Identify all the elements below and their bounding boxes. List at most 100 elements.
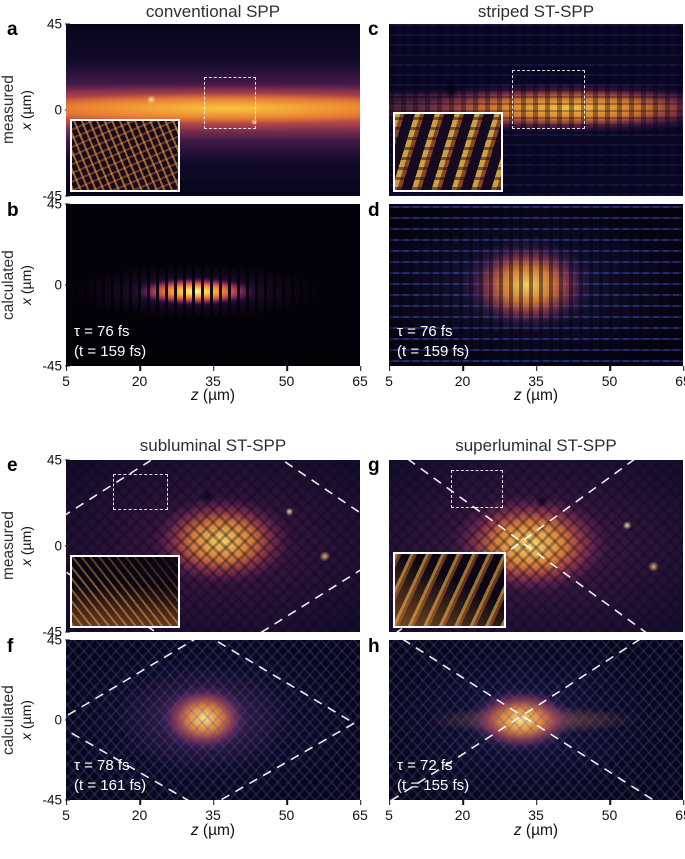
x-tick-50: 50 — [601, 366, 618, 389]
roi-dashed-box — [512, 70, 586, 130]
y-tick-minus-45: -45 — [42, 792, 70, 808]
x-tick-65: 65 — [675, 366, 685, 389]
x-tick-20: 20 — [131, 366, 148, 389]
pulse-duration-annotation: τ = 76 fs (t = 159 fs) — [397, 322, 469, 361]
y-axis-label: x (µm) — [18, 640, 34, 800]
y-axis-var: x — [18, 122, 34, 130]
y-axis-label: x (µm) — [18, 24, 34, 196]
y-tick-0: 0 — [54, 712, 70, 728]
y-tick-45: 45 — [46, 632, 71, 648]
column-title-superluminal-st-spp: superluminal ST-SPP — [455, 436, 617, 455]
panel-a-measured-conventional-spp — [66, 24, 360, 196]
panel-d-calculated-striped-st-spp: τ = 76 fs (t = 159 fs) — [389, 204, 683, 366]
y-axis-ticks: 45 0 -45 — [38, 197, 71, 374]
tau-value: τ = 72 fs — [397, 757, 453, 774]
x-axis-var: z — [513, 822, 522, 839]
time-value: (t = 155 fs) — [397, 776, 470, 794]
panel-c-measured-striped-st-spp — [389, 24, 683, 196]
zoom-inset — [70, 119, 180, 192]
panel-letter-f: f — [7, 636, 14, 657]
y-axis-unit: (µm) — [18, 265, 34, 298]
panel-g-measured-superluminal-st-spp — [389, 460, 683, 632]
x-tick-50: 50 — [278, 366, 295, 389]
panel-f-calculated-subluminal-st-spp: τ = 78 fs (t = 161 fs) — [66, 640, 360, 800]
y-tick-45: 45 — [46, 196, 71, 212]
panel-e-measured-subluminal-st-spp — [66, 460, 360, 632]
y-axis-unit: (µm) — [18, 700, 34, 733]
y-axis-label: x (µm) — [18, 204, 34, 366]
x-axis-label: z (µm) — [389, 822, 683, 840]
x-axis-unit: (µm) — [521, 387, 559, 404]
zoom-inset — [393, 551, 506, 628]
y-tick-45: 45 — [46, 16, 71, 32]
y-axis-var: x — [18, 558, 34, 566]
y-axis-var: x — [18, 732, 34, 740]
roi-dashed-box — [204, 77, 257, 130]
y-axis-unit: (µm) — [18, 526, 34, 559]
x-tick-35: 35 — [205, 366, 221, 389]
y-axis-ticks: 45 0 -45 — [38, 453, 71, 640]
x-axis-var: z — [190, 387, 199, 404]
x-tick-35: 35 — [528, 366, 544, 389]
y-tick-0: 0 — [54, 538, 70, 554]
y-axis-ticks: 45 0 -45 — [38, 633, 71, 808]
roi-dashed-box — [113, 473, 168, 511]
x-tick-20: 20 — [131, 800, 148, 823]
panel-letter-e: e — [7, 455, 18, 476]
x-tick-20: 20 — [454, 366, 471, 389]
y-tick-minus-45: -45 — [42, 358, 70, 374]
column-title-striped-st-spp: striped ST-SPP — [477, 2, 595, 21]
time-value: (t = 161 fs) — [74, 776, 147, 794]
y-tick-45: 45 — [46, 452, 71, 468]
x-tick-5: 5 — [62, 366, 70, 389]
panel-h-calculated-superluminal-st-spp: τ = 72 fs (t = 155 fs) — [389, 640, 683, 800]
panel-letter-c: c — [368, 19, 379, 40]
zoom-inset — [70, 555, 180, 628]
x-axis-ticks: 5 20 35 50 65 — [62, 366, 368, 389]
x-tick-35: 35 — [528, 800, 544, 823]
x-tick-20: 20 — [454, 800, 471, 823]
x-tick-65: 65 — [352, 366, 368, 389]
y-axis-var: x — [18, 297, 34, 305]
y-tick-0: 0 — [54, 102, 70, 118]
panel-b-calculated-conventional-spp: τ = 76 fs (t = 159 fs) — [66, 204, 360, 366]
zoom-inset — [393, 112, 503, 192]
column-title-subluminal-st-spp: subluminal ST-SPP — [139, 436, 287, 455]
lightcone-dashed-lines — [66, 460, 360, 632]
y-axis-unit: (µm) — [18, 90, 34, 123]
y-axis-ticks: 45 0 -45 — [38, 17, 71, 204]
row-label-calculated-top: calculated — [0, 250, 17, 320]
lightcone-dashed-lines — [390, 640, 655, 800]
lightcone-dashed-lines — [66, 640, 355, 800]
pulse-duration-annotation: τ = 72 fs (t = 155 fs) — [397, 756, 469, 795]
panel-letter-d: d — [368, 200, 380, 221]
row-label-measured-top: measured — [0, 75, 17, 145]
x-tick-65: 65 — [352, 800, 368, 823]
time-value: (t = 159 fs) — [74, 342, 147, 360]
pulse-duration-annotation: τ = 78 fs (t = 161 fs) — [74, 756, 146, 795]
x-axis-unit: (µm) — [198, 387, 236, 404]
x-axis-label: z (µm) — [66, 822, 360, 840]
x-axis-unit: (µm) — [521, 822, 559, 839]
x-tick-65: 65 — [675, 800, 685, 823]
panel-letter-h: h — [368, 636, 380, 657]
tau-value: τ = 78 fs — [74, 757, 130, 774]
column-title-conventional-spp: conventional SPP — [145, 2, 281, 21]
x-tick-50: 50 — [278, 800, 295, 823]
y-tick-0: 0 — [54, 277, 70, 293]
x-tick-35: 35 — [205, 800, 221, 823]
x-axis-var: z — [190, 822, 199, 839]
panel-letter-b: b — [7, 200, 19, 221]
pulse-duration-annotation: τ = 76 fs (t = 159 fs) — [74, 322, 146, 361]
row-label-calculated-bottom: calculated — [0, 685, 17, 755]
time-value: (t = 159 fs) — [397, 342, 470, 360]
row-label-measured-bottom: measured — [0, 511, 17, 581]
tau-value: τ = 76 fs — [74, 323, 130, 340]
y-axis-label: x (µm) — [18, 460, 34, 632]
x-tick-5: 5 — [62, 800, 70, 823]
x-axis-var: z — [513, 387, 522, 404]
panel-letter-g: g — [368, 455, 380, 476]
x-tick-5: 5 — [385, 366, 393, 389]
roi-dashed-box — [450, 470, 503, 509]
